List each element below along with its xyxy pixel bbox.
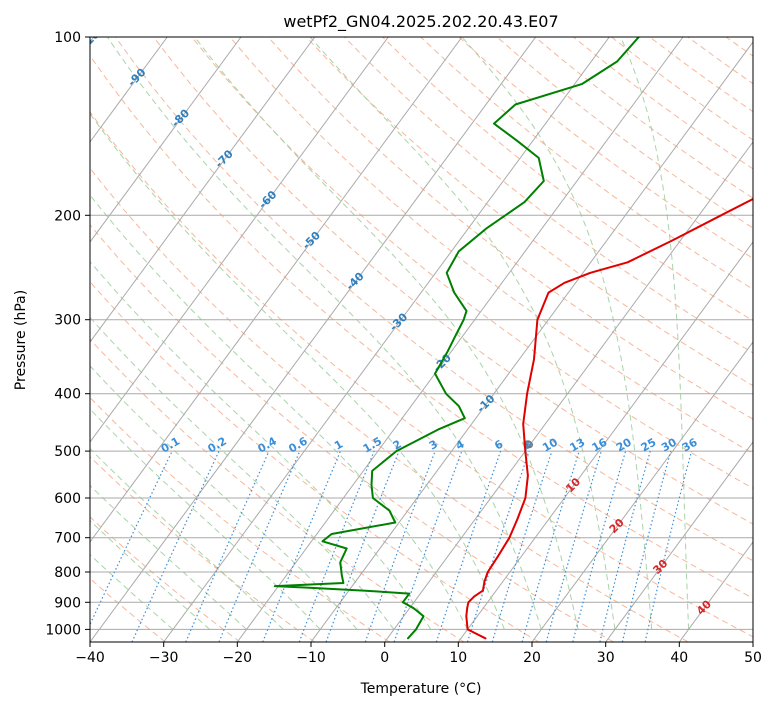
dry-adiabat-line (90, 577, 166, 642)
dry-adiabat-line (764, 37, 775, 642)
y-tick-label: 700 (54, 531, 81, 547)
x-tick-label: −20 (223, 650, 253, 666)
mixing-ratio-line (262, 450, 341, 642)
moist-adiabat-line (90, 194, 469, 630)
isotherm-line (531, 341, 753, 642)
plot-background (90, 37, 753, 642)
isotherm-line (236, 37, 684, 642)
mixing-ratio-line (185, 450, 270, 642)
isotherm-line (605, 441, 753, 642)
isotherm-line (90, 37, 537, 642)
dry-adiabat-line (90, 455, 315, 642)
isotherm-line (752, 641, 753, 642)
mixing-ratio-line (364, 450, 436, 642)
x-tick-label: 50 (744, 650, 762, 666)
mixing-ratio-line (491, 450, 553, 642)
moist-adiabat-line (90, 484, 247, 630)
moist-adiabat-line (90, 408, 321, 630)
mixing-ratio-line (521, 450, 580, 642)
isotherm-line (384, 141, 753, 642)
dry-adiabat-line (267, 37, 753, 420)
isotherm-line (90, 37, 168, 143)
mixing-ratio-line (572, 450, 627, 642)
moist-adiabat-line (194, 37, 579, 630)
dry-adiabat-line (90, 224, 614, 642)
isotherm-line (90, 37, 463, 543)
moist-adiabat-line (90, 112, 505, 630)
dewpoint-profile-line (273, 37, 640, 640)
x-tick-label: −30 (149, 650, 179, 666)
axes: −40 −30 −20 −10 0 10 20 30 40 50 100 200 300 400 500 60… (45, 30, 762, 666)
y-axis-label: Pressure (hPa) (13, 290, 29, 390)
y-tick-label: 300 (54, 313, 81, 329)
x-tick-label: 30 (597, 650, 615, 666)
moist-adiabat-line (90, 553, 174, 630)
y-tick-label: 800 (54, 565, 81, 581)
y-tick-label: 500 (54, 444, 81, 460)
x-tick-label: 0 (380, 650, 389, 666)
dry-adiabat-line (191, 37, 753, 489)
chart-title: wetPf2_GN04.2025.202.20.43.E07 (283, 12, 558, 32)
plot-frame (89, 36, 754, 643)
dry-adiabat-line (420, 37, 753, 290)
isotherm-line (163, 37, 610, 642)
y-tick-label: 200 (54, 208, 81, 224)
mixing-ratio-line (545, 450, 602, 642)
temperature-profile-line (465, 197, 753, 640)
x-tick-label: −40 (75, 650, 105, 666)
moist-adiabat-line (90, 519, 211, 630)
dry-adiabat-line (90, 167, 689, 642)
x-axis-label: Temperature (°C) (360, 681, 482, 697)
y-tick-label: 100 (54, 30, 81, 46)
mixing-ratio-line (325, 450, 400, 642)
y-tick-label: 400 (54, 387, 81, 403)
isotherm-line (310, 41, 753, 642)
dry-adiabat-line (229, 37, 753, 454)
mixing-ratio-line (644, 450, 693, 642)
mixing-ratio-line (466, 450, 530, 642)
isotherm-line (90, 37, 242, 243)
isotherm-line (90, 37, 389, 443)
mixing-ratio-line (393, 450, 463, 642)
moist-adiabat-line (106, 37, 542, 630)
mixing-ratio-line (298, 450, 375, 642)
x-tick-label: −10 (296, 650, 326, 666)
isotherm-line (90, 37, 316, 343)
x-tick-label: 20 (523, 650, 541, 666)
moist-adiabat-line (90, 316, 395, 630)
mixing-ratio-line (435, 450, 502, 642)
y-tick-label: 900 (54, 595, 81, 611)
profile-lines (273, 37, 753, 640)
x-tick-label: 10 (449, 650, 467, 666)
moist-adiabat-line (461, 37, 653, 630)
dry-adiabat-line (90, 396, 390, 642)
isotherm-line (457, 241, 753, 642)
moist-adiabat-line (309, 37, 616, 630)
dry-adiabat-line (305, 37, 753, 387)
y-tick-label: 1000 (45, 622, 81, 638)
mixing-ratio-line (599, 450, 651, 642)
x-tick-label: 40 (670, 650, 688, 666)
y-tick-label: 600 (54, 491, 81, 507)
mixing-ratio-line (621, 450, 672, 642)
mixing-ratio-line (218, 450, 301, 642)
moist-adiabat-line (90, 447, 284, 630)
background-grid (90, 37, 775, 642)
moist-adiabat-line (90, 260, 432, 630)
moist-adiabat-line (620, 37, 690, 630)
